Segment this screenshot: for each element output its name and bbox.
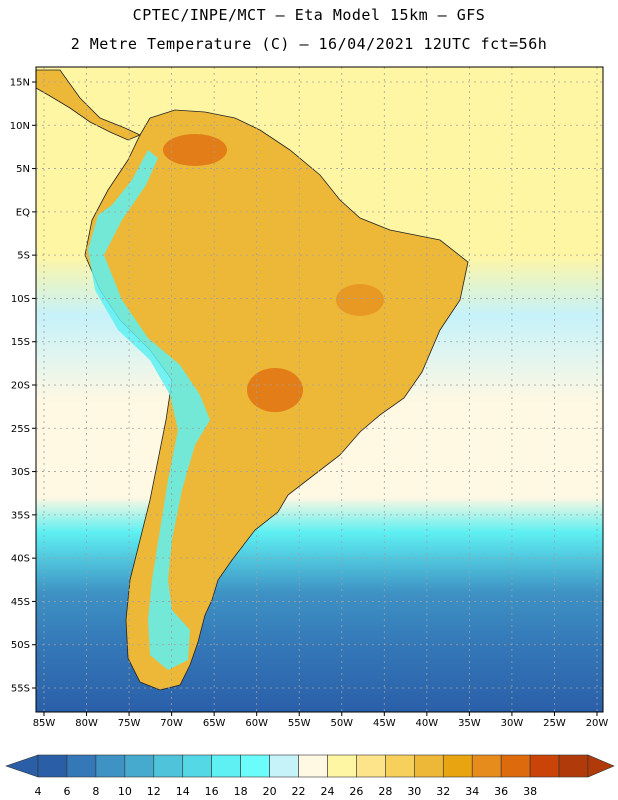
colorbar-swatch bbox=[414, 754, 444, 778]
lat-label: 55S bbox=[11, 684, 30, 695]
lat-label: 20S bbox=[11, 381, 30, 392]
colorbar-swatch bbox=[356, 754, 386, 778]
lon-label: 45W bbox=[373, 718, 396, 729]
colorbar-swatch bbox=[211, 754, 241, 778]
colorbar-tick-label: 36 bbox=[494, 785, 508, 798]
lon-label: 25W bbox=[543, 718, 566, 729]
lat-label: 15N bbox=[10, 78, 30, 89]
lon-label: 50W bbox=[330, 718, 353, 729]
lon-label: 75W bbox=[118, 718, 141, 729]
colorbar-tick-label: 38 bbox=[523, 785, 537, 798]
colorbar-swatch bbox=[153, 754, 184, 778]
colorbar-swatch bbox=[471, 754, 502, 778]
map-title-line-1: CPTEC/INPE/MCT – Eta Model 15km – GFS bbox=[132, 6, 486, 24]
colorbar-swatch bbox=[240, 754, 270, 778]
lat-label: 30S bbox=[11, 467, 30, 478]
colorbar-swatch bbox=[298, 754, 328, 778]
colorbar-swatch bbox=[95, 754, 126, 778]
colorbar-tick-label: 4 bbox=[35, 785, 42, 798]
lat-label: 5S bbox=[17, 251, 30, 262]
lat-label: 10S bbox=[11, 294, 30, 305]
map-title-line-2: 2 Metre Temperature (C) – 16/04/2021 12U… bbox=[70, 35, 548, 53]
lon-label: 80W bbox=[75, 718, 98, 729]
lon-label: 40W bbox=[416, 718, 439, 729]
lon-label: 35W bbox=[458, 718, 481, 729]
colorbar: 4 6 8 10 12 14 16 18 20 22 24 26 28 30 32 34 36 38 bbox=[5, 754, 615, 798]
lon-label: 20W bbox=[586, 718, 609, 729]
colorbar-swatch bbox=[37, 754, 68, 778]
colorbar-tick-label: 18 bbox=[234, 785, 248, 798]
andes-cool-strip bbox=[88, 150, 210, 670]
colorbar-tick-label: 12 bbox=[147, 785, 161, 798]
colorbar-swatch bbox=[182, 754, 212, 778]
colorbar-tick-label: 16 bbox=[205, 785, 219, 798]
longitude-labels: 85W 80W 75W 70W 65W 60W 55W 50W 45W 40W 35W 30W 25W 2… bbox=[33, 712, 609, 729]
lon-label: 60W bbox=[245, 718, 268, 729]
colorbar-tick-label: 26 bbox=[349, 785, 363, 798]
colorbar-left-arrow bbox=[5, 754, 39, 778]
map-frame bbox=[35, 66, 604, 713]
graticule bbox=[36, 67, 603, 712]
hot-zone-venezuela bbox=[163, 134, 227, 166]
lat-label: 35S bbox=[11, 510, 30, 521]
lon-label: 30W bbox=[501, 718, 524, 729]
colorbar-tick-label: 32 bbox=[436, 785, 450, 798]
colorbar-swatch bbox=[558, 754, 589, 778]
colorbar-swatch bbox=[385, 754, 415, 778]
warm-zone-bahia bbox=[336, 284, 384, 316]
lon-label: 85W bbox=[33, 718, 56, 729]
lat-label: 15S bbox=[11, 337, 30, 348]
colorbar-tick-label: 8 bbox=[92, 785, 99, 798]
lat-label: 50S bbox=[11, 640, 30, 651]
colorbar-tick-label: 14 bbox=[176, 785, 190, 798]
colorbar-swatch bbox=[327, 754, 357, 778]
map-area bbox=[36, 67, 603, 712]
colorbar-swatch bbox=[500, 754, 531, 778]
lat-label: 25S bbox=[11, 424, 30, 435]
lon-label: 65W bbox=[203, 718, 226, 729]
colorbar-tick-label: 10 bbox=[118, 785, 132, 798]
colorbar-swatch bbox=[269, 754, 299, 778]
colorbar-tick-label: 34 bbox=[465, 785, 479, 798]
lat-label: EQ bbox=[16, 207, 30, 218]
colorbar-tick-label: 20 bbox=[263, 785, 277, 798]
hot-zone-paraguay bbox=[247, 368, 303, 412]
colorbar-swatch bbox=[66, 754, 97, 778]
colorbar-swatch bbox=[124, 754, 155, 778]
central-america-land bbox=[36, 69, 141, 141]
lon-label: 70W bbox=[160, 718, 183, 729]
colorbar-right-arrow bbox=[587, 754, 615, 778]
latitude-labels: 15N 10N 5N EQ 5S 10S 15S 20S 25S 30S 35S 40S 45S 50S 5… bbox=[10, 78, 36, 695]
lon-label: 55W bbox=[288, 718, 311, 729]
colorbar-tick-label: 22 bbox=[292, 785, 306, 798]
lat-label: 5N bbox=[16, 164, 30, 175]
colorbar-tick-label: 30 bbox=[407, 785, 421, 798]
colorbar-swatch bbox=[529, 754, 560, 778]
colorbar-tick-label: 28 bbox=[378, 785, 392, 798]
lat-label: 40S bbox=[11, 554, 30, 565]
lat-label: 45S bbox=[11, 597, 30, 608]
colorbar-swatch bbox=[442, 754, 473, 778]
colorbar-tick-label: 24 bbox=[320, 785, 334, 798]
colorbar-tick-label: 6 bbox=[63, 785, 70, 798]
lat-label: 10N bbox=[10, 121, 30, 132]
